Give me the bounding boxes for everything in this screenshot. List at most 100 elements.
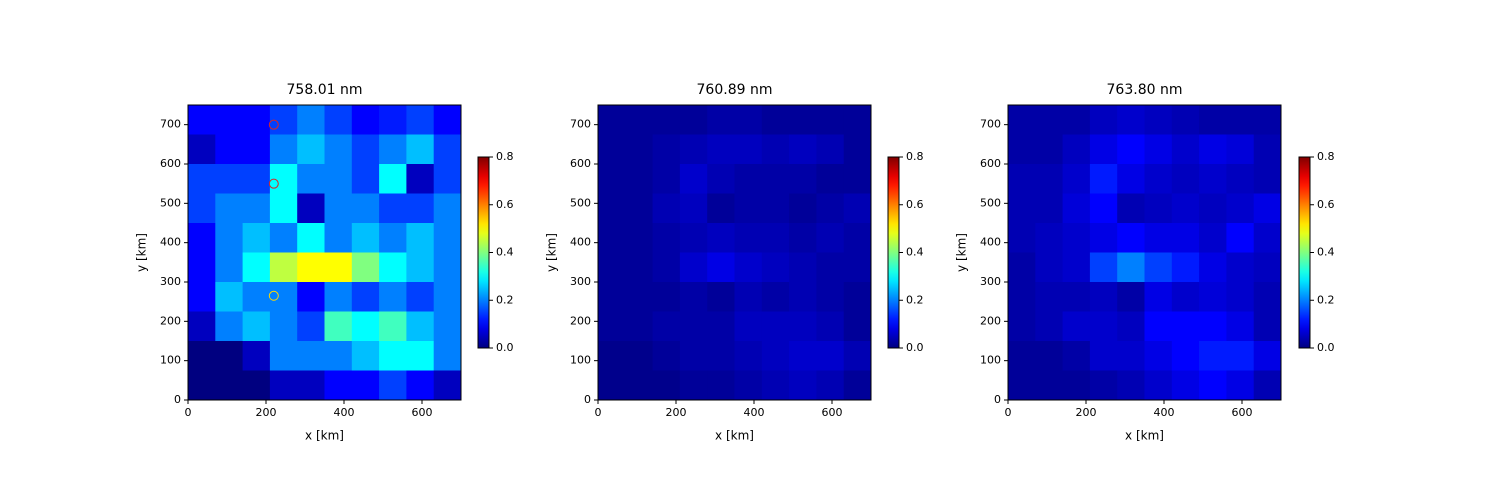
heatmap-cell (1144, 341, 1173, 371)
y-axis-label: y [km] (135, 233, 149, 272)
heatmap-cell (406, 134, 435, 165)
heatmap-cell (789, 311, 817, 342)
x-axis-label: x [km] (715, 429, 754, 443)
heatmap-cell (1008, 252, 1036, 283)
axes-frame (597, 104, 872, 401)
heatmap-cell (789, 193, 817, 224)
heatmap-cell (351, 134, 380, 165)
heatmap-cell (297, 134, 325, 165)
heatmap-cell (1008, 370, 1036, 401)
heatmap-cell (1035, 311, 1064, 342)
heatmap-cell (379, 223, 407, 253)
heatmap-cell (1226, 370, 1255, 401)
colorbar-tick-label: 0.0 (906, 341, 924, 354)
heatmap-cell (789, 134, 817, 165)
heatmap-cell (625, 311, 654, 342)
marker (268, 178, 279, 189)
heatmap-cell (1035, 370, 1064, 401)
heatmap-cell (324, 370, 353, 401)
heatmap-cell (1062, 164, 1091, 194)
heatmap-cell (679, 341, 708, 371)
heatmap-cell (816, 341, 845, 371)
heatmap-cell (379, 193, 407, 224)
heatmap-cell (1144, 105, 1173, 135)
heatmap-cell (269, 223, 298, 253)
heatmap-cell (269, 252, 298, 283)
heatmap-cell (215, 193, 244, 224)
heatmap-cell (761, 370, 790, 401)
heatmap-cell (406, 341, 435, 371)
colorbar-tick-label: 0.4 (496, 246, 514, 259)
y-tick-label: 100 (980, 354, 1001, 367)
heatmap-cell (1253, 341, 1282, 371)
heatmap-cell (242, 370, 271, 401)
heatmap-cell (816, 252, 845, 283)
heatmap-cell (1117, 105, 1145, 135)
heatmap-cell (625, 282, 654, 312)
y-tick-label: 100 (160, 354, 181, 367)
heatmap-cell (1253, 223, 1282, 253)
heatmap-cell (1144, 311, 1173, 342)
heatmap-cell (789, 164, 817, 194)
heatmap-cell (761, 164, 790, 194)
x-axis-label: x [km] (1125, 429, 1164, 443)
heatmap-cell (707, 223, 735, 253)
heatmap-cell (242, 282, 271, 312)
heatmap-cell (215, 311, 244, 342)
heatmap-cell (761, 193, 790, 224)
heatmap-cell (1062, 223, 1091, 253)
x-tick-label: 400 (744, 406, 765, 419)
heatmap-cell (1089, 223, 1118, 253)
heatmap-cell (625, 223, 654, 253)
heatmap-cell (406, 370, 435, 401)
colorbar-tick-label: 0.0 (496, 341, 514, 354)
heatmap-cell (324, 223, 353, 253)
heatmap-cell (707, 341, 735, 371)
heatmap-cell (1089, 193, 1118, 224)
colorbar (477, 156, 490, 349)
heatmap-cell (625, 164, 654, 194)
heatmap-cell (297, 105, 325, 135)
x-tick-label: 0 (1005, 406, 1012, 419)
heatmap-cell (1226, 341, 1255, 371)
heatmap-cell (679, 193, 708, 224)
heatmap-cell (215, 223, 244, 253)
heatmap-cell (1117, 370, 1145, 401)
heatmap-cell (242, 134, 271, 165)
heatmap-cell (406, 311, 435, 342)
y-tick-label: 0 (584, 393, 591, 406)
heatmap-cell (1144, 370, 1173, 401)
heatmap-cell (679, 370, 708, 401)
heatmap-cell (1089, 341, 1118, 371)
heatmap-cell (433, 282, 462, 312)
heatmap-cell (1117, 311, 1145, 342)
heatmap-cell (269, 134, 298, 165)
heatmap-cell (1062, 282, 1091, 312)
x-tick-label: 200 (666, 406, 687, 419)
heatmap-cell (843, 134, 872, 165)
heatmap-cell (761, 341, 790, 371)
heatmap-cell (351, 105, 380, 135)
heatmap-cell (843, 311, 872, 342)
heatmap-cell (1253, 105, 1282, 135)
heatmap-cell (406, 105, 435, 135)
heatmap-cell (379, 134, 407, 165)
heatmap-cell (242, 223, 271, 253)
heatmap-cell (816, 370, 845, 401)
heatmap-cell (324, 252, 353, 283)
heatmap-cell (242, 105, 271, 135)
y-axis-label: y [km] (545, 233, 559, 272)
heatmap-cell (215, 164, 244, 194)
colorbar-tick-label: 0.2 (906, 293, 924, 306)
chart-title: 758.01 nm (287, 82, 363, 98)
heatmap-cell (1117, 252, 1145, 283)
heatmap-cell (1062, 105, 1091, 135)
heatmap-cell (406, 193, 435, 224)
heatmap-cell (761, 134, 790, 165)
heatmap-cell (1089, 164, 1118, 194)
heatmap-cell (242, 193, 271, 224)
heatmap-cell (188, 193, 216, 224)
heatmap-cell (1253, 164, 1282, 194)
heatmap-cell (188, 311, 216, 342)
x-axis-label: x [km] (305, 429, 344, 443)
